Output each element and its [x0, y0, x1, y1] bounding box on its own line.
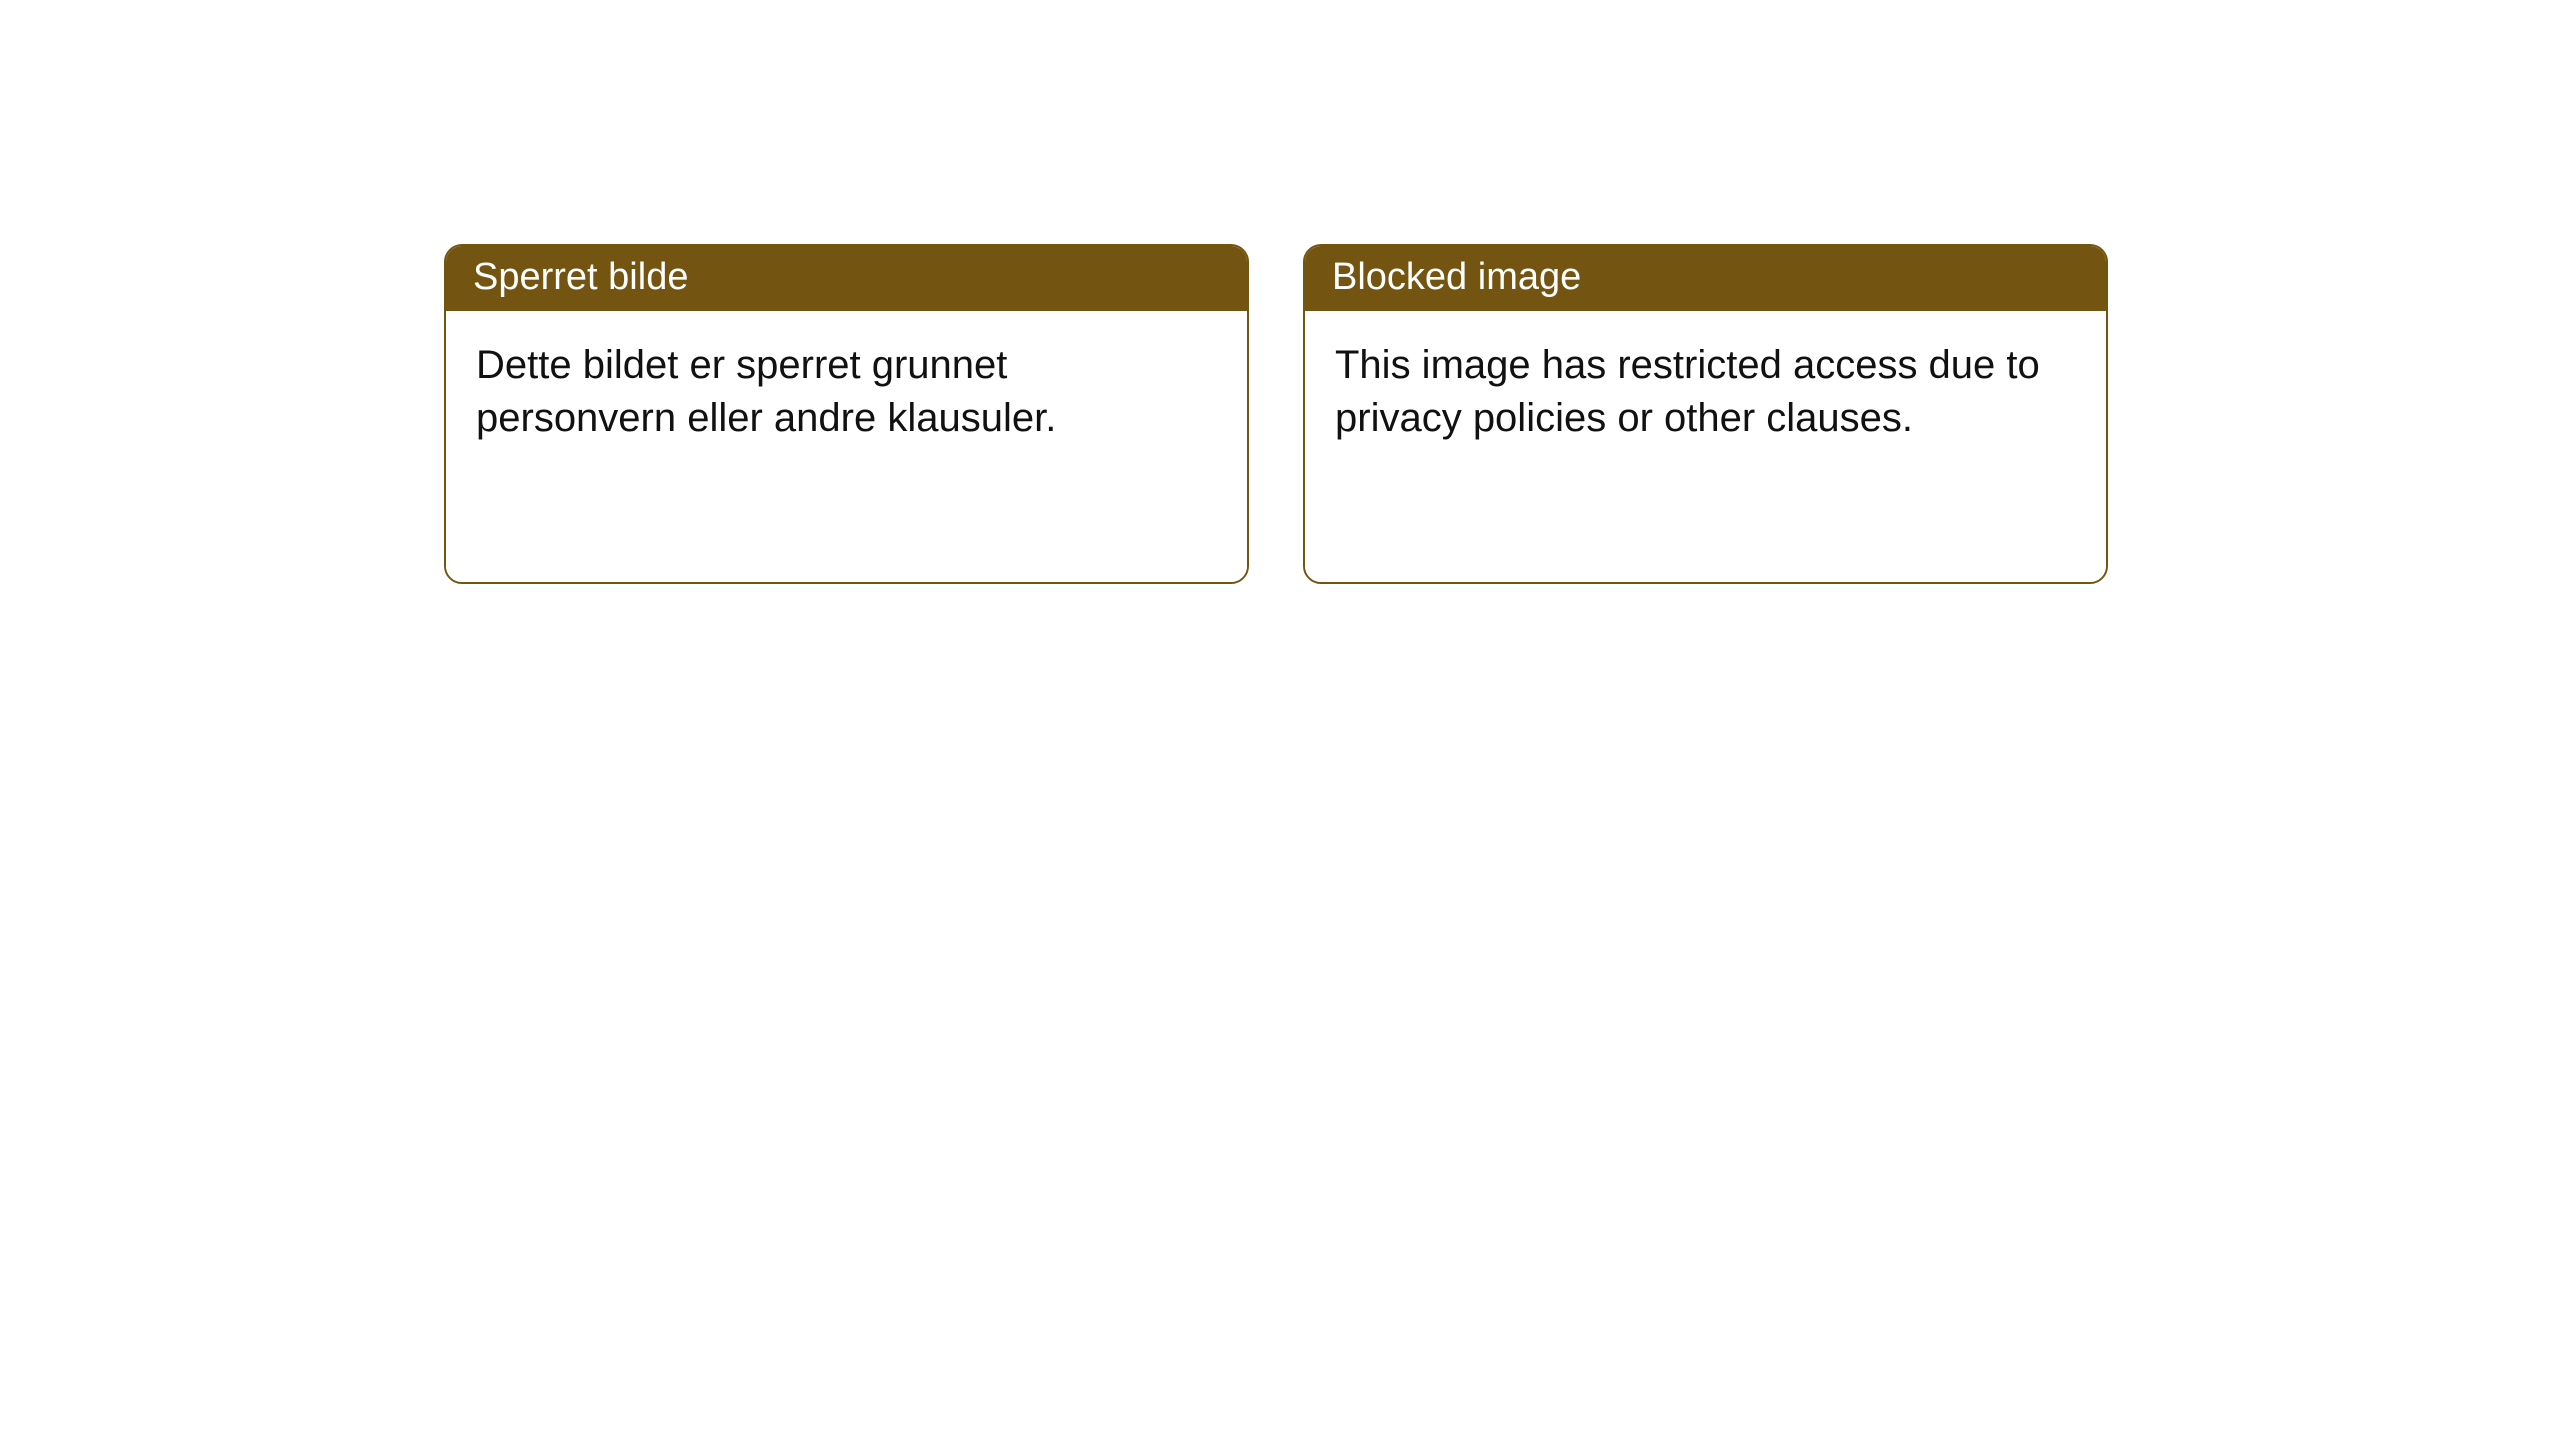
notice-body-english: This image has restricted access due to …: [1305, 311, 2106, 582]
notice-body-norwegian: Dette bildet er sperret grunnet personve…: [446, 311, 1247, 582]
notice-header-english: Blocked image: [1305, 246, 2106, 311]
notice-container: Sperret bilde Dette bildet er sperret gr…: [444, 244, 2108, 584]
notice-card-english: Blocked image This image has restricted …: [1303, 244, 2108, 584]
notice-card-norwegian: Sperret bilde Dette bildet er sperret gr…: [444, 244, 1249, 584]
notice-header-norwegian: Sperret bilde: [446, 246, 1247, 311]
